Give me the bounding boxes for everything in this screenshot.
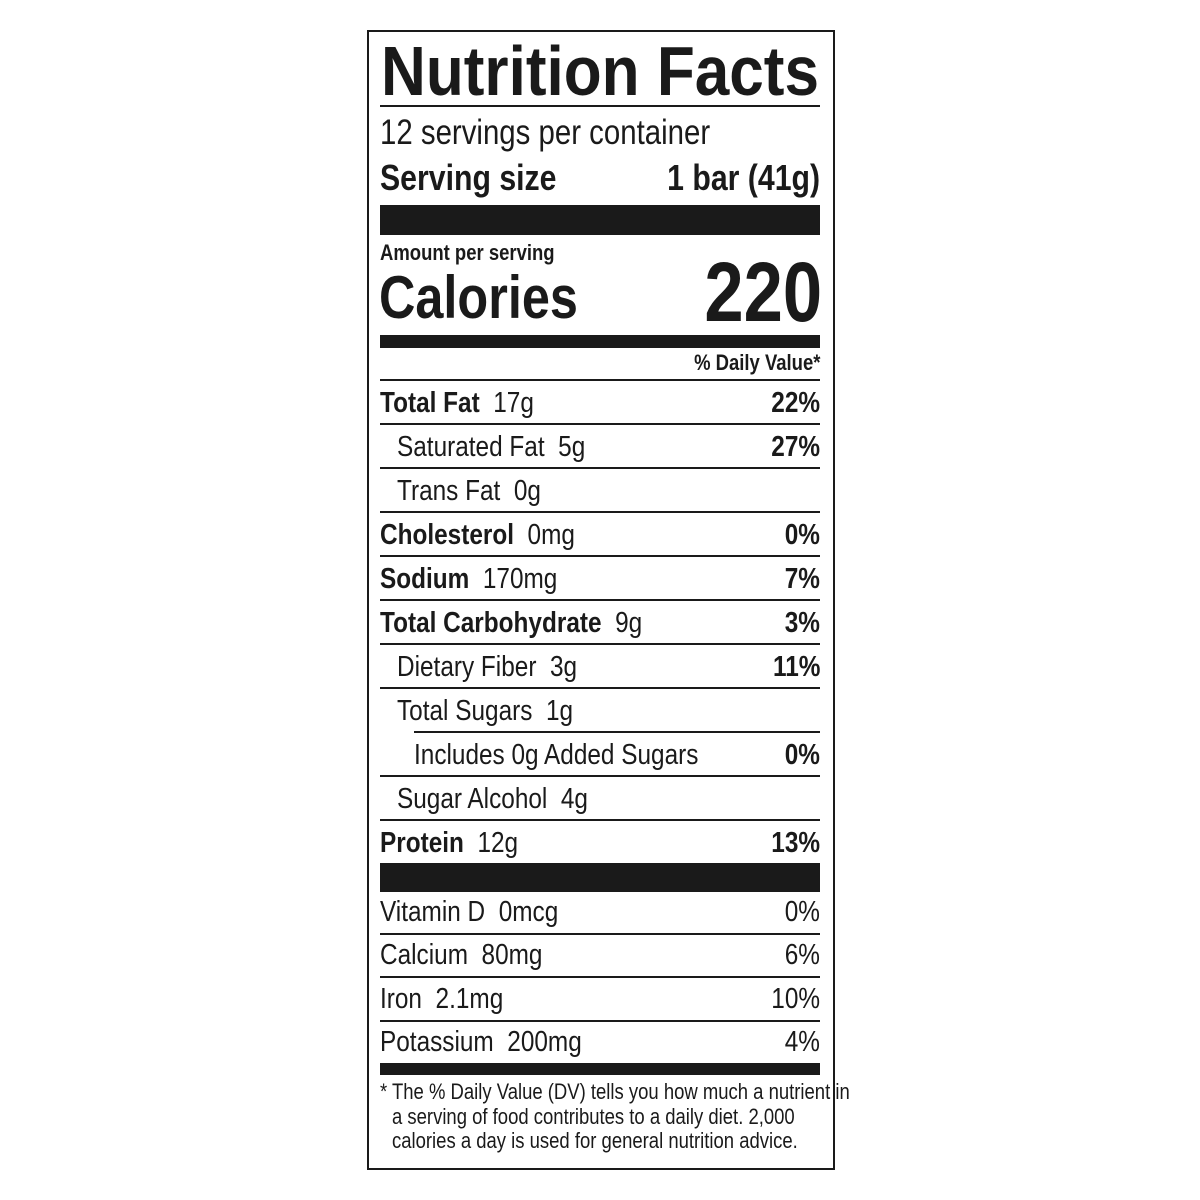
medium-divider: [380, 335, 820, 348]
nutrient-row: Sugar Alcohol 4g: [380, 777, 820, 821]
nutrient-amount: 3g: [549, 651, 578, 683]
nutrient-amount: 17g: [493, 387, 534, 419]
nutrient-name: Trans Fat: [397, 475, 501, 507]
vitamin-name: Calcium: [380, 939, 468, 972]
nutrient-amount: 1g: [545, 695, 574, 727]
calories-value-text: 220: [704, 245, 822, 339]
nutrient-name: Protein: [380, 827, 464, 859]
divider: [380, 423, 820, 425]
amount-per-serving: Amount per serving: [380, 240, 588, 266]
nutrient-row: Total Sugars 1g: [380, 689, 820, 733]
nutrient-daily-value: 7%: [784, 563, 820, 595]
nutrient-daily-value: 22%: [771, 387, 820, 419]
footnote: * The % Daily Value (DV) tells you how m…: [380, 1079, 939, 1154]
nutrient-row: Trans Fat 0g: [380, 469, 820, 513]
nutrient-amount: 5g: [558, 431, 586, 463]
nutrient-name: Sodium: [380, 563, 470, 595]
nutrient-row: Includes 0g Added Sugars 0%: [380, 733, 820, 777]
serving-size-label-text: Serving size: [380, 157, 557, 198]
nutrient-row: Cholesterol 0mg 0%: [380, 513, 820, 557]
serving-size-label: Serving size: [380, 158, 590, 198]
nutrient-daily-value: 11%: [772, 651, 820, 683]
nutrient-name: Total Sugars: [397, 695, 533, 727]
nutrient-amount: 0mg: [527, 519, 575, 551]
nutrient-name: Cholesterol: [380, 519, 515, 551]
medium-divider: [380, 1063, 820, 1075]
daily-value-header: % Daily Value*: [670, 349, 820, 377]
nutrient-daily-value: 3%: [784, 607, 820, 639]
vitamin-name: Vitamin D: [380, 896, 486, 928]
vitamin-name: Iron: [380, 982, 422, 1015]
nutrient-amount: 9g: [615, 607, 643, 639]
panel-title: Nutrition Facts: [381, 34, 875, 108]
calories-value: 220: [682, 248, 822, 336]
footnote-text: a serving of food contributes to a daily…: [392, 1103, 795, 1129]
vitamin-daily-value: 4%: [784, 1025, 820, 1058]
footnote-text: * The % Daily Value (DV) tells you how m…: [380, 1079, 850, 1104]
nutrient-name: Total Fat: [380, 387, 480, 419]
divider: [380, 379, 820, 381]
calories-label: Calories: [379, 266, 616, 330]
serving-size-value: 1 bar (41g): [638, 158, 820, 198]
nutrient-amount: 0g: [513, 475, 541, 507]
footnote-line: calories a day is used for general nutri…: [380, 1128, 939, 1154]
nutrient-name: Sugar Alcohol: [397, 783, 548, 815]
daily-value-header-text: % Daily Value*: [693, 350, 820, 375]
vitamin-amount: 2.1mg: [435, 982, 504, 1015]
divider: [380, 105, 820, 107]
nutrient-name: Saturated Fat: [397, 431, 545, 463]
vitamin-amount: 80mg: [481, 939, 543, 972]
vitamin-row: Vitamin D 0mcg 0%: [380, 892, 820, 935]
thick-divider: [380, 863, 820, 892]
amount-per-serving-text: Amount per serving: [380, 240, 555, 265]
vitamin-amount: 200mg: [507, 1025, 582, 1058]
divider: [380, 1019, 820, 1022]
nutrient-daily-value: 0%: [784, 739, 820, 771]
nutrient-amount: 4g: [560, 783, 588, 815]
nutrient-row: Protein 12g 13%: [380, 821, 820, 865]
nutrient-daily-value: 0%: [784, 519, 820, 551]
serving-size-value-text: 1 bar (41g): [667, 157, 820, 198]
nutrient-row: Total Fat 17g 22%: [380, 381, 820, 425]
nutrient-amount: 170mg: [482, 563, 558, 595]
divider: [380, 687, 820, 689]
vitamin-daily-value: 6%: [784, 939, 820, 972]
footnote-text: calories a day is used for general nutri…: [392, 1128, 798, 1153]
nutrient-daily-value: 27%: [771, 431, 820, 463]
nutrient-row: Dietary Fiber 3g 11%: [380, 645, 820, 689]
divider: [380, 775, 820, 777]
servings-text: 12 servings per container: [380, 113, 711, 152]
nutrient-daily-value: 13%: [771, 827, 820, 859]
vitamin-amount: 0mcg: [498, 896, 559, 928]
divider: [414, 731, 820, 733]
panel-title-text: Nutrition Facts: [381, 32, 819, 110]
divider: [380, 511, 820, 513]
vitamin-daily-value: 0%: [784, 896, 820, 928]
nutrient-row: Saturated Fat 5g 27%: [380, 425, 820, 469]
vitamin-daily-value: 10%: [771, 982, 820, 1015]
divider: [380, 599, 820, 601]
footnote-line: * The % Daily Value (DV) tells you how m…: [380, 1079, 939, 1105]
nutrient-name: Includes 0g Added Sugars: [414, 739, 699, 771]
divider: [380, 933, 820, 935]
vitamin-row: Potassium 200mg 4%: [380, 1022, 820, 1065]
divider: [380, 976, 820, 979]
nutrient-row: Total Carbohydrate 9g 3%: [380, 601, 820, 645]
nutrient-row: Sodium 170mg 7%: [380, 557, 820, 601]
divider: [380, 555, 820, 557]
thick-divider: [380, 205, 820, 235]
vitamin-name: Potassium: [380, 1025, 494, 1058]
nutrient-amount: 12g: [477, 827, 519, 859]
servings-per-container: 12 servings per container: [380, 114, 773, 152]
nutrition-facts-panel: [367, 30, 835, 1170]
nutrient-name: Total Carbohydrate: [380, 607, 602, 639]
nutrient-name: Dietary Fiber: [397, 651, 537, 683]
divider: [380, 467, 820, 469]
calories-label-text: Calories: [379, 264, 578, 331]
divider: [380, 819, 820, 821]
footnote-line: a serving of food contributes to a daily…: [380, 1103, 939, 1130]
divider: [380, 643, 820, 645]
vitamin-row: Iron 2.1mg 10%: [380, 979, 820, 1022]
vitamin-row: Calcium 80mg 6%: [380, 935, 820, 979]
